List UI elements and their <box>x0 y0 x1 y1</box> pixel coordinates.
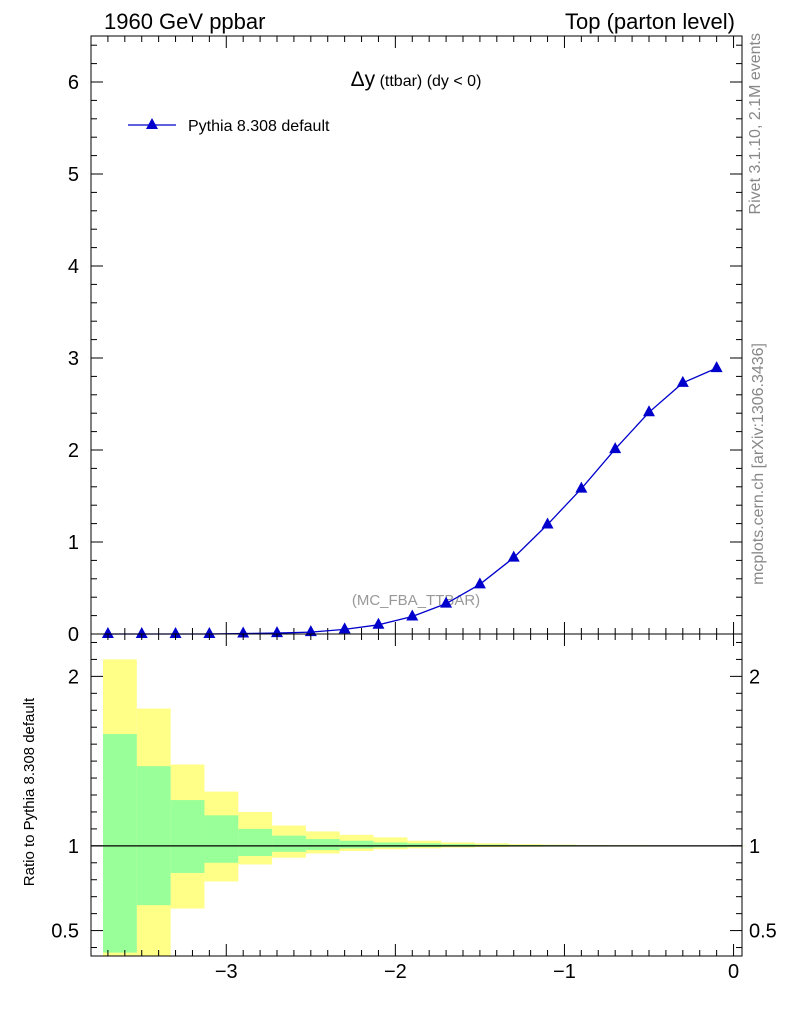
ratio-y-tick-label-left: 2 <box>68 666 79 688</box>
uncertainty-band-bin <box>103 733 137 953</box>
main-y-tick-label: 1 <box>68 532 79 554</box>
data-point <box>473 577 486 589</box>
uncertainty-band-bin <box>204 815 239 863</box>
main-title-subscript: (ttbar) (dy < 0) <box>375 73 481 90</box>
uncertainty-band-bin <box>339 840 374 849</box>
uncertainty-band-bin <box>170 800 205 873</box>
main-y-tick-label: 0 <box>68 624 79 646</box>
main-y-tick-label: 2 <box>68 440 79 462</box>
data-point <box>372 617 385 629</box>
data-point <box>169 627 182 638</box>
x-tick-label: −1 <box>553 961 576 983</box>
legend-marker <box>146 118 158 129</box>
header-process-label: Top (parton level) <box>565 9 735 34</box>
data-point <box>643 405 655 417</box>
data-point <box>304 625 317 637</box>
data-point <box>101 627 114 638</box>
rivet-version-label: Rivet 3.1.10, 2.1M events <box>747 33 764 214</box>
x-tick-label: 0 <box>728 961 739 983</box>
legend: Pythia 8.308 default <box>128 118 330 135</box>
uncertainty-band-bin <box>272 835 306 852</box>
mcplots-credit-label: mcplots.cern.ch [arXiv:1306.3436] <box>750 343 767 585</box>
data-point <box>575 481 588 493</box>
main-y-tick-label: 5 <box>68 164 79 186</box>
ratio-y-tick-label-right: 0.5 <box>749 921 777 943</box>
main-panel-ticks <box>90 36 742 635</box>
uncertainty-band-bin <box>407 843 442 848</box>
data-point <box>541 517 554 529</box>
main-y-tick-label: 4 <box>68 256 79 278</box>
uncertainty-band-bin <box>136 766 171 906</box>
uncertainty-band-bin <box>373 842 408 848</box>
ratio-uncertainty-bands <box>103 659 746 956</box>
legend-series-label: Pythia 8.308 default <box>188 118 330 135</box>
x-tick-labels: −3 −2 −1 0 <box>215 961 739 983</box>
x-tick-label: −2 <box>384 961 407 983</box>
data-point <box>338 622 351 634</box>
ratio-y-tick-label-right: 1 <box>749 836 760 858</box>
uncertainty-band-bin <box>305 839 340 851</box>
ratio-y-tick-labels: 0.5 0.5 1 1 2 2 <box>51 666 777 942</box>
data-point <box>710 361 723 373</box>
data-point <box>609 442 622 454</box>
data-point <box>135 627 148 638</box>
data-point <box>406 609 419 621</box>
main-y-tick-labels: 0 1 2 3 4 5 6 <box>68 72 79 646</box>
data-point <box>507 550 520 562</box>
ratio-y-tick-label-left: 1 <box>68 836 79 858</box>
data-point <box>676 375 689 387</box>
uncertainty-band-bin <box>238 828 273 857</box>
data-point <box>237 626 250 638</box>
data-point <box>440 596 453 608</box>
main-y-tick-label: 3 <box>68 348 79 370</box>
ratio-y-tick-label-left: 0.5 <box>51 921 79 943</box>
header-energy-label: 1960 GeV ppbar <box>104 9 265 34</box>
main-title: Δy (ttbar) (dy < 0) <box>351 68 482 91</box>
main-title-symbol: Δy <box>351 68 376 91</box>
main-y-tick-label: 6 <box>68 72 79 94</box>
ratio-y-tick-label-right: 2 <box>749 666 760 688</box>
ratio-y-axis-label: Ratio to Pythia 8.308 default <box>21 697 38 886</box>
ratio-panel-ticks <box>90 634 742 956</box>
data-point <box>203 627 216 638</box>
ratio-panel: 0.5 0.5 1 1 2 2 −3 −2 −1 0 Ratio to Pythia 8.308… <box>21 633 777 983</box>
x-tick-label: −3 <box>215 961 238 983</box>
